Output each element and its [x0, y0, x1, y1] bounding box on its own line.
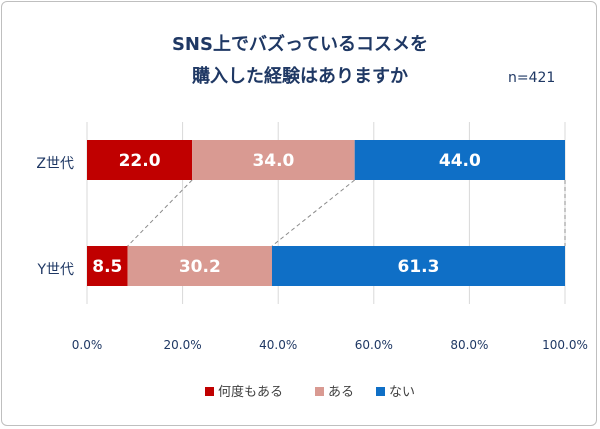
- series-line: [127, 179, 193, 247]
- category-labels: Z世代 Y世代: [36, 156, 74, 278]
- data-label: 61.3: [398, 257, 440, 277]
- chart-title-line-2: 購入した経験はありますか: [191, 65, 408, 87]
- sample-size-label: n=421: [508, 70, 555, 86]
- legend-swatch: [315, 387, 324, 396]
- bars: 22.0 34.0 44.0 8.5 30.2 61.3: [87, 140, 565, 286]
- bar-segment: [271, 246, 565, 286]
- x-tick-label: 40.0%: [259, 338, 297, 352]
- x-axis-ticks: 0.0% 20.0% 40.0% 60.0% 80.0% 100.0%: [72, 338, 588, 352]
- data-label: 30.2: [179, 257, 221, 277]
- category-label: Z世代: [36, 156, 74, 172]
- series-line: [271, 179, 355, 247]
- data-label: 34.0: [252, 151, 294, 171]
- bar-segment: [192, 140, 355, 180]
- category-label: Y世代: [36, 262, 74, 278]
- legend-label: ない: [389, 385, 415, 400]
- bar-segment: [354, 140, 565, 180]
- data-label: 44.0: [439, 151, 481, 171]
- data-label: 22.0: [119, 151, 161, 171]
- bar-segment: [87, 140, 193, 180]
- x-tick-label: 80.0%: [450, 338, 488, 352]
- legend-swatch: [376, 387, 385, 396]
- x-tick-label: 20.0%: [164, 338, 202, 352]
- legend: 何度もある ある ない: [205, 384, 415, 400]
- bar-segment: [87, 246, 128, 286]
- chart-title-line-1: SNS上でバズっているコスメを: [172, 33, 428, 55]
- series-lines: [127, 179, 566, 247]
- legend-swatch: [205, 387, 214, 396]
- legend-label: ある: [328, 385, 354, 400]
- x-tick-label: 0.0%: [72, 338, 103, 352]
- x-tick-label: 100.0%: [542, 338, 588, 352]
- x-tick-label: 60.0%: [355, 338, 393, 352]
- legend-label: 何度もある: [218, 384, 283, 400]
- data-label: 8.5: [92, 257, 122, 277]
- bar-segment: [127, 246, 272, 286]
